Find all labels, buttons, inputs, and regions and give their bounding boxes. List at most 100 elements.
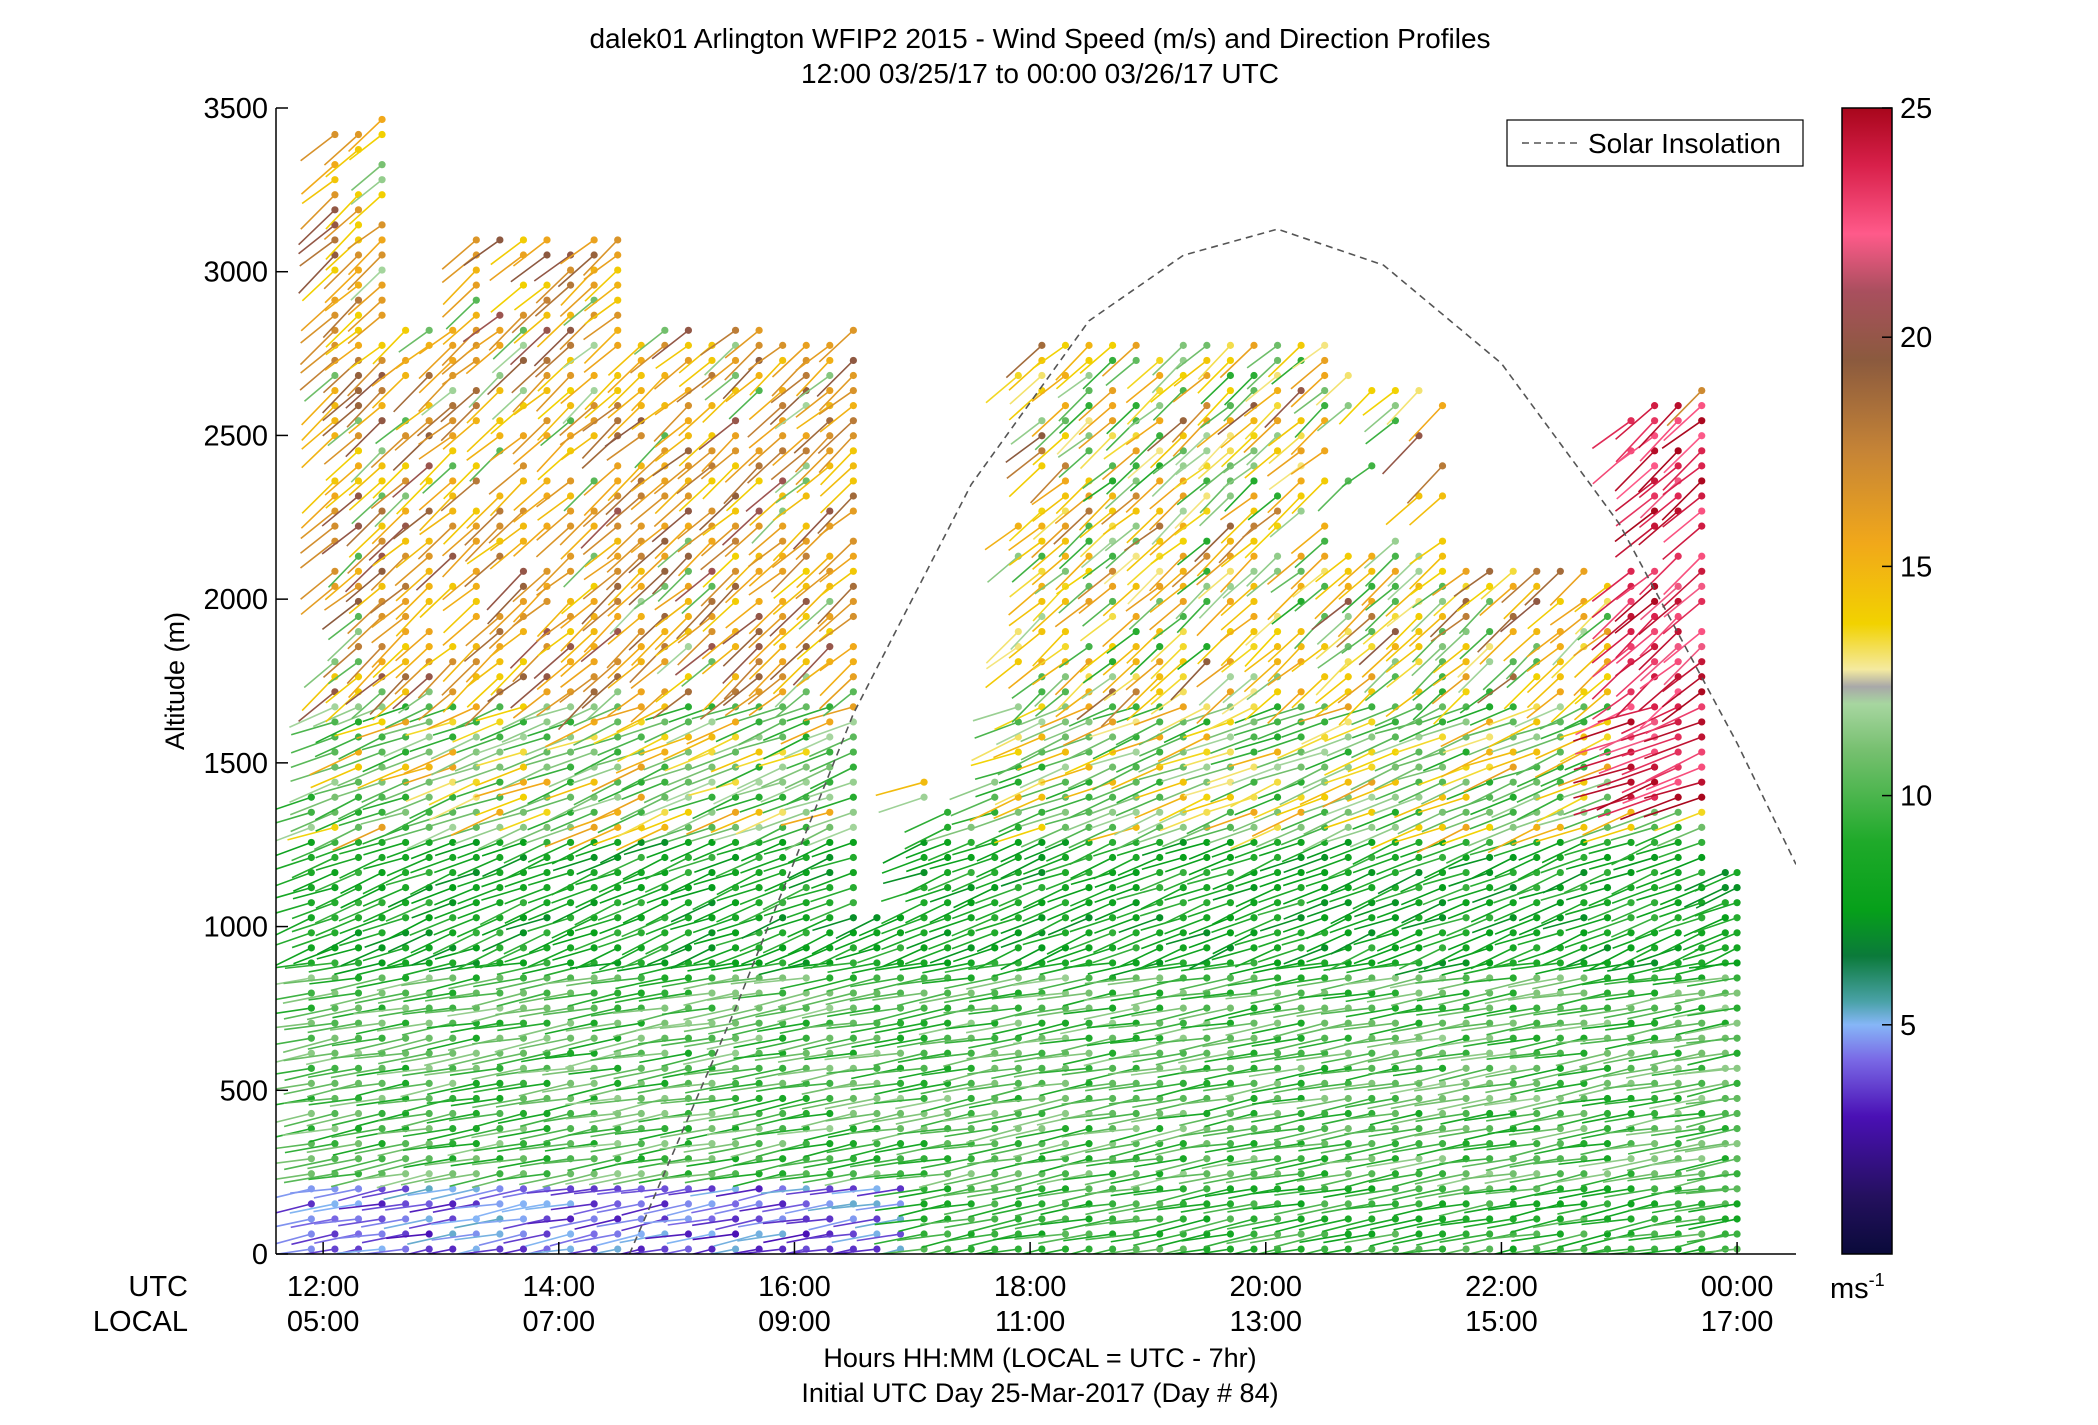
wind-barb-dot (684, 868, 693, 877)
wind-barb-dot (637, 462, 645, 470)
wind-barb-dot (449, 1064, 457, 1072)
wind-barb-stick (447, 1142, 501, 1157)
wind-barb-stick (377, 1097, 430, 1105)
wind-barb-stick (293, 947, 336, 965)
wind-barb-dot (378, 793, 386, 801)
wind-barb-dot (354, 371, 363, 380)
wind-barb-dot (1203, 1170, 1211, 1178)
wind-barb-stick (324, 465, 360, 496)
wind-barb-dot (755, 673, 763, 681)
wind-barb-dot (614, 868, 622, 877)
wind-barb-dot (354, 929, 363, 937)
wind-barb-dot (1344, 1200, 1352, 1208)
wind-barb-stick (551, 886, 595, 904)
wind-barb-stick (565, 1112, 618, 1120)
wind-barb-dot (354, 356, 363, 365)
wind-barb-dot (1297, 929, 1305, 937)
wind-barb-dot (1014, 703, 1022, 711)
wind-barb-dot (614, 1019, 622, 1027)
wind-barb-stick (549, 1218, 595, 1229)
wind-barb-dot (684, 432, 693, 440)
wind-barb-dot (896, 944, 905, 952)
wind-barb-stick (291, 856, 336, 879)
wind-barb-stick (284, 1022, 336, 1031)
wind-barb-dot (1297, 386, 1305, 395)
wind-barb-stick (314, 1233, 359, 1244)
wind-barb-dot (1273, 718, 1282, 726)
wind-barb-dot (1273, 853, 1282, 862)
wind-barb-dot (1368, 1230, 1376, 1238)
wind-barb-dot (849, 884, 857, 892)
wind-barb-stick (593, 826, 642, 846)
wind-barb-stick (582, 525, 619, 556)
wind-barb-dot (826, 507, 834, 515)
wind-barb-stick (574, 901, 619, 926)
wind-barb-stick (472, 1052, 524, 1065)
wind-barb-dot (378, 929, 386, 937)
wind-barb-stick (435, 871, 477, 886)
wind-barb-dot (449, 447, 457, 455)
wind-barb-dot (614, 507, 622, 515)
wind-barb-stick (527, 766, 571, 781)
wind-barb-dot (1085, 718, 1093, 726)
wind-barb-dot (967, 1064, 975, 1072)
wind-barb-dot (1179, 944, 1187, 952)
wind-barb-dot (1156, 868, 1164, 877)
wind-barb-dot (1297, 763, 1305, 771)
wind-barb-dot (496, 236, 504, 244)
wind-barb-dot (449, 748, 457, 756)
wind-barb-dot (1085, 1245, 1093, 1253)
wind-barb-dot (543, 1230, 551, 1238)
wind-barb-stick (583, 329, 619, 364)
wind-barb-dot (1014, 838, 1022, 847)
wind-barb-dot (1132, 808, 1140, 816)
wind-barb-dot (402, 371, 410, 380)
wind-barb-dot (354, 1034, 363, 1042)
wind-barb-dot (425, 597, 433, 606)
wind-barb-stick (454, 1218, 501, 1229)
wind-barb-dot (637, 1215, 645, 1223)
wind-barb-dot (1391, 1109, 1399, 1118)
wind-barb-dot (354, 627, 363, 636)
wind-barb-stick (387, 886, 430, 908)
wind-barb-stick (512, 570, 548, 603)
wind-barb-stick (298, 209, 336, 246)
wind-barb-stick (559, 420, 595, 446)
wind-barb-stick (356, 977, 406, 989)
wind-barb-dot (755, 658, 763, 666)
wind-barb-dot (519, 718, 528, 726)
wind-barb-dot (1321, 718, 1329, 726)
wind-barb-stick (574, 916, 618, 932)
wind-barb-dot (1273, 1049, 1282, 1057)
wind-barb-stick (306, 1112, 359, 1127)
wind-barb-stick (395, 600, 430, 637)
wind-barb-dot (991, 1034, 999, 1042)
wind-barb-stick (573, 721, 619, 746)
wind-barb-dot (731, 537, 740, 545)
wind-barb-dot (849, 567, 857, 575)
wind-barb-dot (566, 959, 575, 967)
wind-barb-stick (535, 525, 572, 558)
wind-barb-dot (566, 778, 575, 786)
wind-barb-dot (779, 658, 787, 666)
wind-barb-dot (378, 115, 386, 124)
wind-barb-stick (371, 510, 407, 545)
wind-barb-dot (991, 1215, 999, 1223)
wind-barb-dot (378, 1094, 386, 1103)
wind-barb-dot (1250, 477, 1258, 485)
wind-barb-dot (1391, 718, 1399, 726)
wind-barb-dot (1297, 1064, 1305, 1072)
wind-barb-dot (378, 914, 386, 922)
wind-barb-stick (503, 736, 548, 751)
wind-barb-dot (802, 658, 810, 666)
wind-barb-dot (566, 793, 575, 801)
wind-barb-dot (519, 959, 528, 967)
wind-barb-dot (378, 1140, 386, 1148)
wind-barb-dot (1156, 658, 1164, 666)
wind-barb-stick (309, 751, 359, 776)
wind-barb-dot (543, 733, 551, 741)
wind-barb-stick (298, 691, 336, 723)
wind-barb-stick (597, 736, 642, 757)
wind-barb-dot (354, 853, 363, 862)
wind-barb-stick (504, 886, 548, 905)
